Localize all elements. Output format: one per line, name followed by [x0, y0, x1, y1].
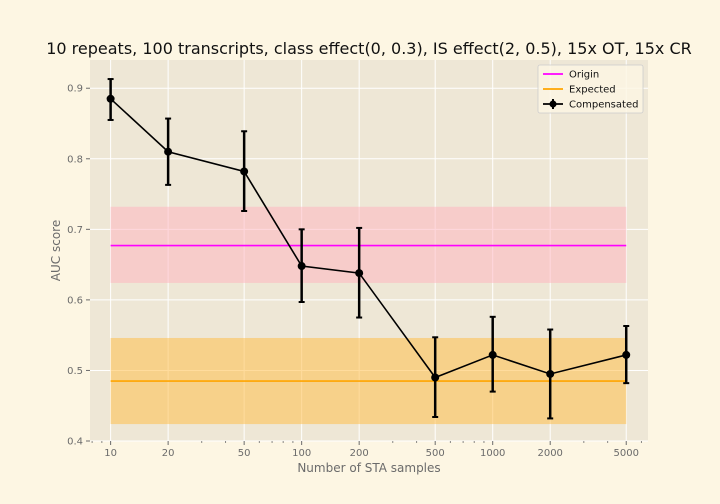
legend-label: Origin: [569, 70, 599, 81]
y-tick-label: 0.6: [67, 295, 83, 306]
data-point: [355, 269, 364, 278]
data-point: [297, 262, 306, 271]
legend-label: Compensated: [569, 100, 638, 111]
x-axis-label: Number of STA samples: [297, 461, 440, 475]
y-tick-label: 0.5: [67, 366, 83, 377]
y-tick-label: 0.8: [67, 154, 83, 165]
x-tick-label: 500: [426, 448, 445, 459]
x-tick-label: 10: [104, 448, 117, 459]
x-tick-label: 1000: [480, 448, 505, 459]
data-point: [106, 94, 115, 103]
data-point: [546, 369, 555, 378]
x-tick-label: 50: [238, 448, 251, 459]
data-point: [488, 350, 497, 359]
y-axis-ticks: 0.4 0.5 0.6 0.7 0.8 0.9: [67, 84, 90, 448]
markers: [106, 78, 631, 420]
legend-label: Expected: [569, 85, 616, 96]
x-tick-label: 100: [292, 448, 311, 459]
legend-marker: [549, 100, 557, 108]
y-axis-label: AUC score: [49, 220, 63, 281]
y-tick-label: 0.7: [67, 225, 83, 236]
y-tick-label: 0.9: [67, 84, 83, 95]
x-tick-label: 2000: [537, 448, 562, 459]
legend-box: [537, 64, 644, 114]
x-tick-label: 20: [162, 448, 175, 459]
x-axis-ticks: 10 20 50 100 200 500 1000 2000 5000: [91, 441, 642, 459]
x-tick-label: 200: [350, 448, 369, 459]
x-tick-label: 5000: [614, 448, 639, 459]
chart-title: 10 repeats, 100 transcripts, class effec…: [46, 39, 692, 58]
y-tick-label: 0.4: [67, 437, 83, 448]
data-point: [164, 147, 173, 156]
legend: Origin Expected Compensated: [537, 64, 644, 114]
data-point: [240, 167, 249, 176]
data-point: [622, 350, 631, 359]
data-point: [431, 373, 440, 382]
